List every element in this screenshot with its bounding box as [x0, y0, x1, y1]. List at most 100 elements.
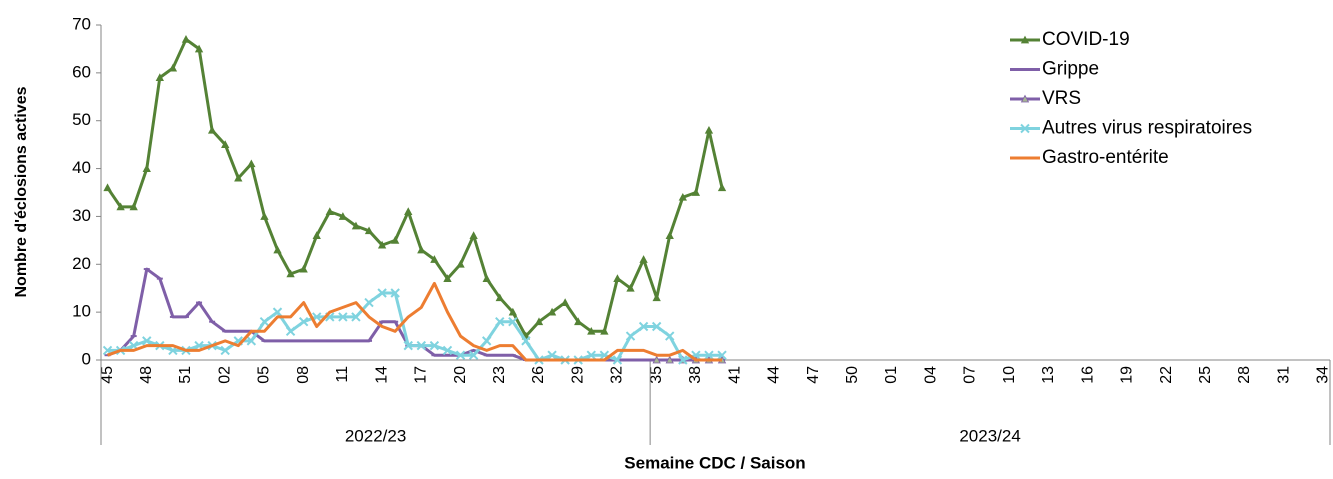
x-tick-label: 11: [334, 366, 351, 383]
marker: [338, 312, 348, 322]
x-tick-label: 04: [922, 366, 939, 384]
marker: [221, 140, 230, 149]
y-tick-label: 20: [72, 254, 91, 273]
marker: [142, 336, 152, 346]
season-label: 2023/24: [959, 426, 1020, 445]
x-tick-label: 13: [1040, 366, 1057, 384]
marker: [638, 321, 649, 332]
marker: [430, 255, 439, 263]
marker: [377, 240, 387, 249]
marker: [495, 293, 504, 302]
x-tick-label: 08: [295, 366, 312, 384]
marker: [678, 192, 687, 201]
marker: [678, 355, 688, 365]
marker: [665, 231, 674, 239]
marker: [547, 350, 557, 360]
x-tick-label: 23: [491, 366, 508, 384]
marker: [272, 307, 283, 317]
x-tick-label: 01: [883, 366, 900, 384]
marker: [521, 336, 531, 346]
marker: [665, 355, 674, 364]
marker: [456, 259, 465, 268]
marker: [234, 173, 243, 182]
x-tick-label: 38: [687, 366, 704, 384]
x-tick-label: 50: [844, 366, 861, 384]
legend-label: COVID-19: [1042, 29, 1130, 50]
marker: [717, 183, 727, 192]
marker: [103, 183, 112, 192]
marker: [482, 274, 491, 283]
x-tick-label: 16: [1079, 366, 1096, 384]
marker: [351, 221, 361, 230]
marker: [495, 317, 505, 327]
marker: [468, 350, 479, 360]
x-tick-label: 34: [1315, 366, 1332, 384]
legend-label: Autres virus respiratoires: [1042, 118, 1252, 139]
marker: [338, 212, 348, 220]
marker: [207, 125, 217, 134]
marker: [403, 340, 413, 351]
marker: [299, 264, 308, 273]
x-tick-label: 44: [766, 366, 783, 384]
legend-label: Grippe: [1042, 59, 1099, 80]
season-label: 2022/23: [345, 426, 406, 445]
marker: [508, 317, 518, 327]
x-tick-label: 25: [1197, 366, 1214, 384]
x-tick-label: 31: [1275, 366, 1292, 384]
marker: [508, 307, 518, 316]
marker: [651, 321, 662, 332]
x-tick-label: 41: [726, 366, 743, 384]
marker: [586, 350, 597, 360]
marker: [247, 159, 256, 168]
marker: [429, 340, 440, 351]
x-tick-label: 22: [1158, 366, 1175, 384]
marker: [116, 202, 125, 211]
marker: [704, 350, 714, 360]
legend-label: Gastro-entérite: [1042, 147, 1169, 168]
marker: [416, 340, 427, 351]
marker: [469, 231, 478, 239]
marker: [312, 231, 321, 239]
marker: [259, 317, 270, 327]
marker: [560, 298, 570, 306]
x-tick-label: 51: [177, 366, 194, 384]
marker: [286, 269, 295, 278]
x-tick-label: 05: [256, 366, 273, 384]
x-tick-label: 17: [413, 366, 430, 384]
marker: [298, 317, 309, 327]
marker: [652, 293, 661, 302]
marker: [220, 345, 230, 356]
x-tick-label: 19: [1119, 366, 1136, 384]
marker: [481, 336, 492, 346]
marker: [391, 236, 400, 244]
marker: [168, 63, 178, 72]
x-tick-label: 26: [530, 366, 547, 384]
y-tick-label: 70: [72, 14, 91, 33]
marker: [442, 345, 453, 356]
y-tick-label: 40: [72, 158, 91, 177]
marker: [600, 326, 609, 335]
marker: [587, 326, 596, 335]
marker: [534, 317, 544, 326]
marker: [390, 288, 400, 298]
marker: [443, 274, 452, 283]
marker: [626, 283, 635, 292]
marker: [612, 355, 623, 365]
y-tick-label: 0: [82, 349, 91, 368]
x-tick-label: 20: [452, 366, 469, 384]
marker: [613, 274, 622, 283]
marker: [155, 73, 165, 82]
x-tick-label: 35: [648, 366, 665, 384]
marker: [364, 297, 374, 308]
marker: [351, 312, 361, 322]
marker: [547, 307, 557, 316]
marker: [129, 202, 138, 211]
legend-marker: [1020, 94, 1030, 103]
marker: [417, 245, 426, 254]
legend-label: VRS: [1042, 88, 1081, 109]
marker: [704, 125, 714, 134]
marker: [665, 331, 675, 341]
x-tick-label: 47: [805, 366, 822, 384]
series-line: [106, 281, 722, 362]
